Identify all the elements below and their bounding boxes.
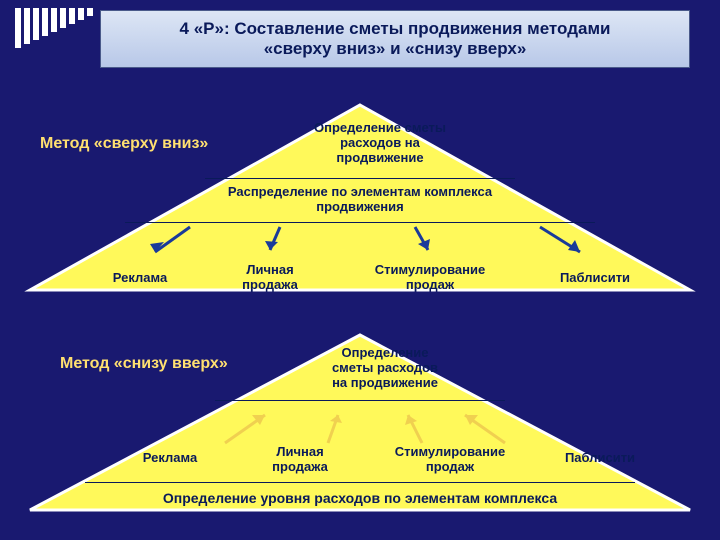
- tri2-divider1: [215, 400, 505, 401]
- item-pablicity-1: Паблисити: [550, 270, 640, 285]
- item-lichnaya-2: Личная продажа: [260, 444, 340, 474]
- item-pablicity-2: Паблисити: [555, 450, 645, 465]
- header-bars: [15, 8, 93, 48]
- tri1-top-text: Определение сметы расходов на продвижени…: [300, 120, 460, 165]
- tri2-bottom-text: Определение уровня расходов по элементам…: [130, 490, 590, 506]
- arrow-down-2: [250, 222, 300, 262]
- item-reklama-1: Реклама: [100, 270, 180, 285]
- tri1-mid-text: Распределение по элементам комплекса про…: [180, 184, 540, 214]
- item-stim-2: Стимулирование продаж: [380, 444, 520, 474]
- title-line2: «сверху вниз» и «снизу вверх»: [113, 39, 677, 59]
- tri2-top-text: Определение сметы расходов на продвижени…: [315, 345, 455, 390]
- title-line1: 4 «Р»: Составление сметы продвижения мет…: [113, 19, 677, 39]
- item-stim-1: Стимулирование продаж: [360, 262, 500, 292]
- arrow-down-3: [400, 222, 450, 262]
- arrow-down-1: [140, 222, 200, 262]
- tri2-divider2: [85, 482, 635, 483]
- item-reklama-2: Реклама: [130, 450, 210, 465]
- item-lichnaya-1: Личная продажа: [230, 262, 310, 292]
- arrow-down-4: [530, 222, 600, 262]
- title-box: 4 «Р»: Составление сметы продвижения мет…: [100, 10, 690, 68]
- tri1-divider1: [205, 178, 515, 179]
